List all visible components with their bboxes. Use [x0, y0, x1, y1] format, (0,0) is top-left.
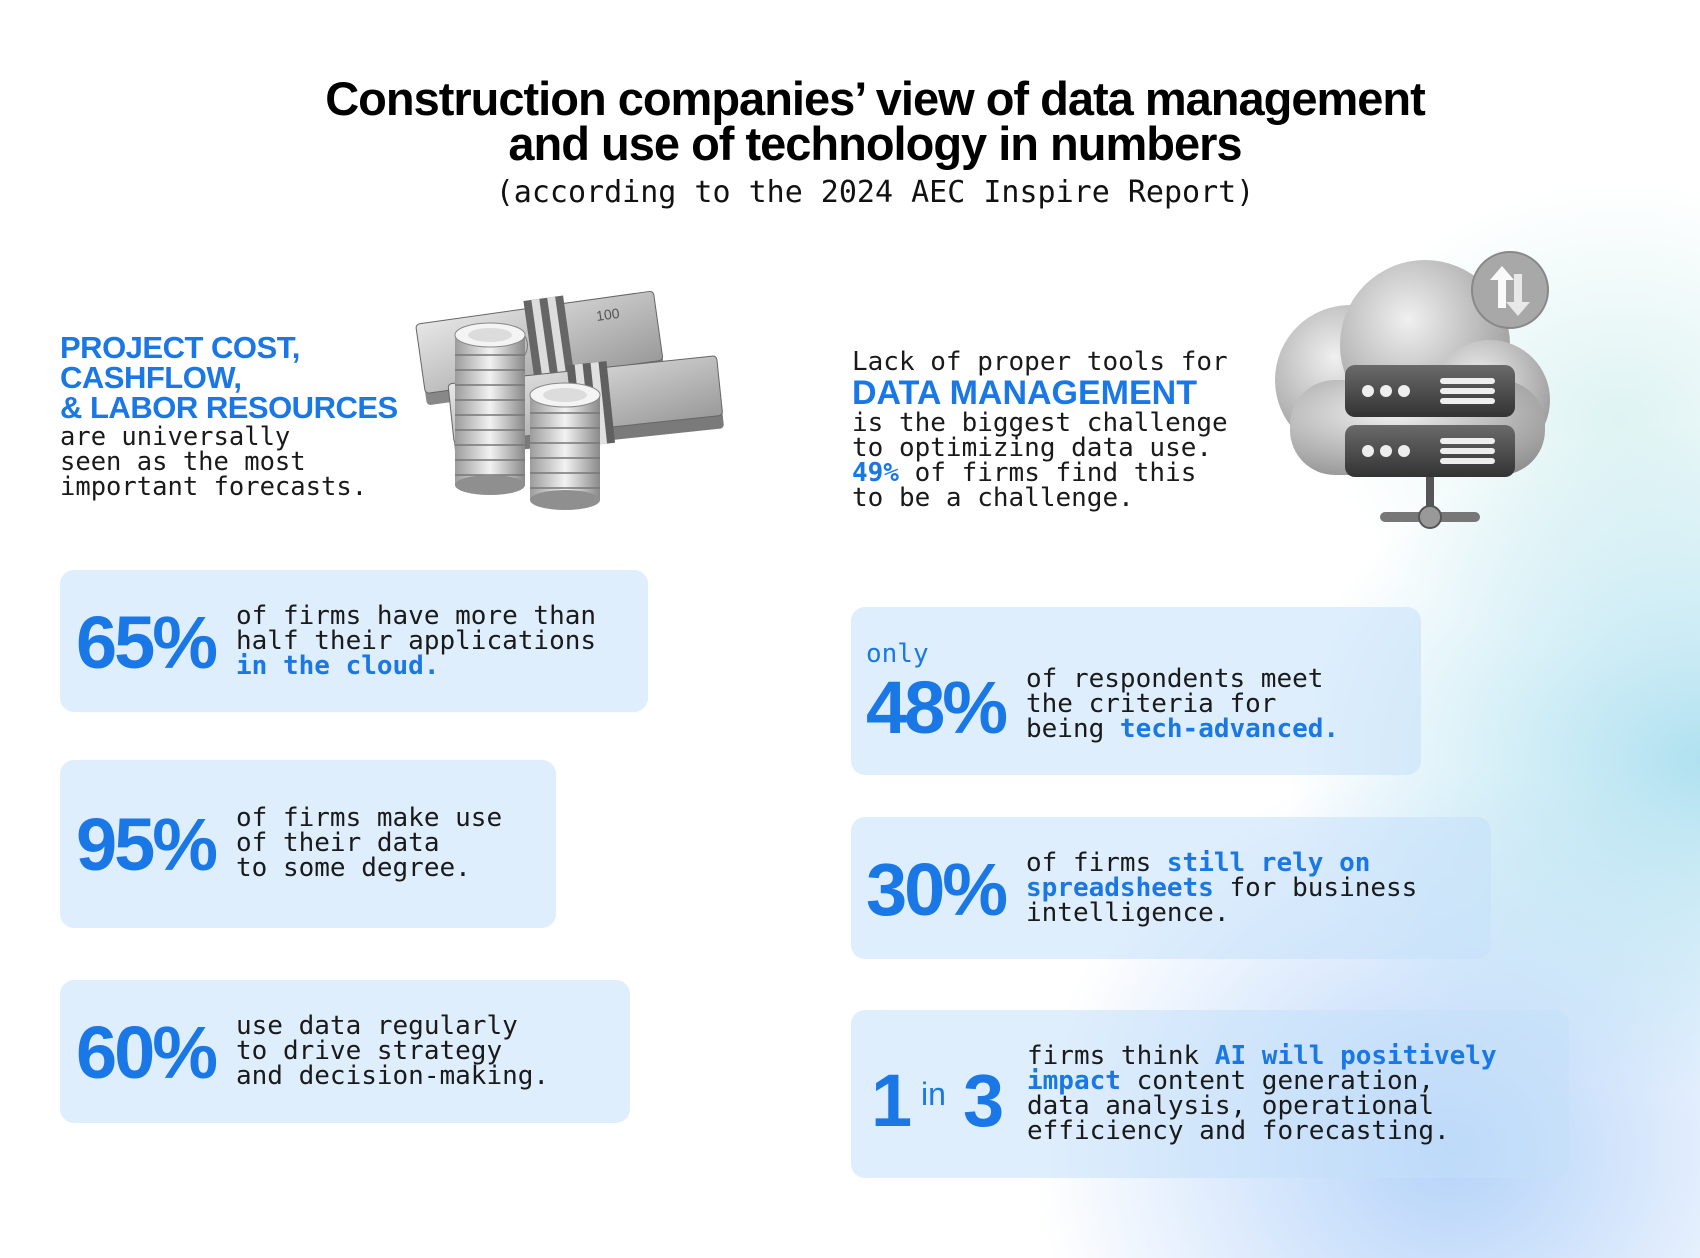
stat-1in3-line: data analysis, operational	[1027, 1091, 1434, 1121]
forecasts-body: are universally seen as the most importa…	[60, 422, 368, 502]
svg-text:100: 100	[595, 305, 621, 324]
hero-right-line: to be a challenge.	[852, 483, 1134, 513]
stat-48-line: the criteria for	[1026, 689, 1277, 719]
stat-1in3-text: firms think AI will positively impact co…	[1027, 1041, 1497, 1146]
stat-card-48: only 48% of respondents meet the criteri…	[851, 607, 1421, 775]
stat-65-value: 65%	[76, 601, 218, 684]
stat-1in3-a: 1	[871, 1059, 913, 1142]
stat-48-value: 48%	[866, 666, 1008, 749]
stat-30-plain: for business	[1213, 873, 1418, 903]
stat-60-value: 60%	[76, 1011, 218, 1094]
stat-60-line: to drive strategy	[236, 1036, 503, 1066]
stat-65-accent: in the cloud.	[236, 651, 440, 681]
stat-30-accent: spreadsheets	[1026, 873, 1214, 903]
stat-30-plain: of firms	[1026, 848, 1167, 878]
stat-1in3-plain: firms think	[1027, 1041, 1215, 1071]
stat-65-line: of firms have more than	[236, 601, 597, 631]
stat-30-value: 30%	[866, 848, 1008, 931]
stat-60-line: use data regularly	[236, 1011, 518, 1041]
stat-95-line: to some degree.	[236, 853, 471, 883]
stat-48-line: of respondents meet	[1026, 664, 1324, 694]
stat-95-line: of firms make use	[236, 803, 503, 833]
stat-1in3-accent: impact	[1027, 1066, 1121, 1096]
stat-95-value: 95%	[76, 803, 218, 886]
page-subtitle: (according to the 2024 AEC Inspire Repor…	[495, 175, 1255, 210]
stat-30-text: of firms still rely on spreadsheets for …	[1026, 848, 1418, 928]
money-stack-icon: 100	[415, 290, 724, 510]
stat-48-plain: being	[1026, 714, 1120, 744]
stat-1in3-accent: AI will positively	[1214, 1041, 1497, 1071]
stat-1in3-line: efficiency and forecasting.	[1027, 1116, 1450, 1146]
stat-30-line: spreadsheets for business	[1026, 873, 1418, 903]
hero-right-line: is the biggest challenge	[852, 408, 1228, 438]
cloud-server-icon	[1275, 251, 1550, 529]
stat-48-line: being tech-advanced.	[1026, 714, 1340, 744]
stat-1in3-line: impact content generation,	[1027, 1066, 1497, 1096]
hero-right-line: to optimizing data use.	[852, 433, 1213, 463]
stat-65-line: half their applications	[236, 626, 597, 656]
forecasts-heading-line: & LABOR RESOURCES	[60, 390, 398, 425]
title-line-1: Construction companies’ view of data man…	[325, 72, 1426, 125]
stat-1in3-line: firms think AI will positively	[1027, 1041, 1497, 1071]
stat-95-line: of their data	[236, 828, 440, 858]
data-management-section: Lack of proper tools for DATA MANAGEMENT…	[852, 347, 1272, 513]
stat-card-65: 65% of firms have more than half their a…	[60, 570, 648, 712]
stat-1in3-plain: content generation,	[1120, 1066, 1434, 1096]
stat-card-30: 30% of firms still rely on spreadsheets …	[851, 817, 1491, 959]
stat-49-value: 49%	[852, 458, 899, 488]
stat-48-text: of respondents meet the criteria for bei…	[1026, 664, 1340, 744]
forecasts-section: PROJECT COST, CASHFLOW, & LABOR RESOURCE…	[60, 330, 480, 502]
stat-card-60: 60% use data regularly to drive strategy…	[60, 980, 630, 1123]
title-line-2: and use of technology in numbers	[508, 117, 1242, 170]
data-management-heading: DATA MANAGEMENT	[852, 374, 1197, 412]
stat-30-line: intelligence.	[1026, 898, 1230, 928]
stat-48-prefix: only	[866, 639, 929, 669]
stat-30-line: of firms still rely on	[1026, 848, 1417, 878]
stat-60-text: use data regularly to drive strategy and…	[236, 1011, 550, 1091]
stat-60-line: and decision-making.	[236, 1061, 550, 1091]
stat-card-95: 95% of firms make use of their data to s…	[60, 760, 556, 928]
stat-1in3-b: 3	[963, 1059, 1005, 1142]
stat-1in3-in: in	[921, 1076, 946, 1112]
stat-65-text: of firms have more than half their appli…	[236, 601, 597, 681]
forecasts-heading: PROJECT COST, CASHFLOW, & LABOR RESOURCE…	[60, 330, 480, 425]
hero-right-line: Lack of proper tools for	[852, 347, 1228, 377]
page-title: Construction companies’ view of data man…	[0, 72, 1700, 170]
stat-30-accent: still rely on	[1166, 848, 1371, 878]
forecasts-heading-line: PROJECT COST,	[60, 330, 300, 365]
forecasts-heading-line: CASHFLOW,	[60, 360, 242, 395]
hero-right-line: of firms find this	[898, 458, 1197, 488]
stat-95-text: of firms make use of their data to some …	[236, 803, 503, 883]
hero-right-stat-line: 49% of firms find this	[852, 458, 1272, 488]
stat-card-1in3: 1 in 3 firms think AI will positively im…	[851, 1010, 1569, 1178]
stat-48-accent: tech-advanced.	[1119, 714, 1340, 744]
